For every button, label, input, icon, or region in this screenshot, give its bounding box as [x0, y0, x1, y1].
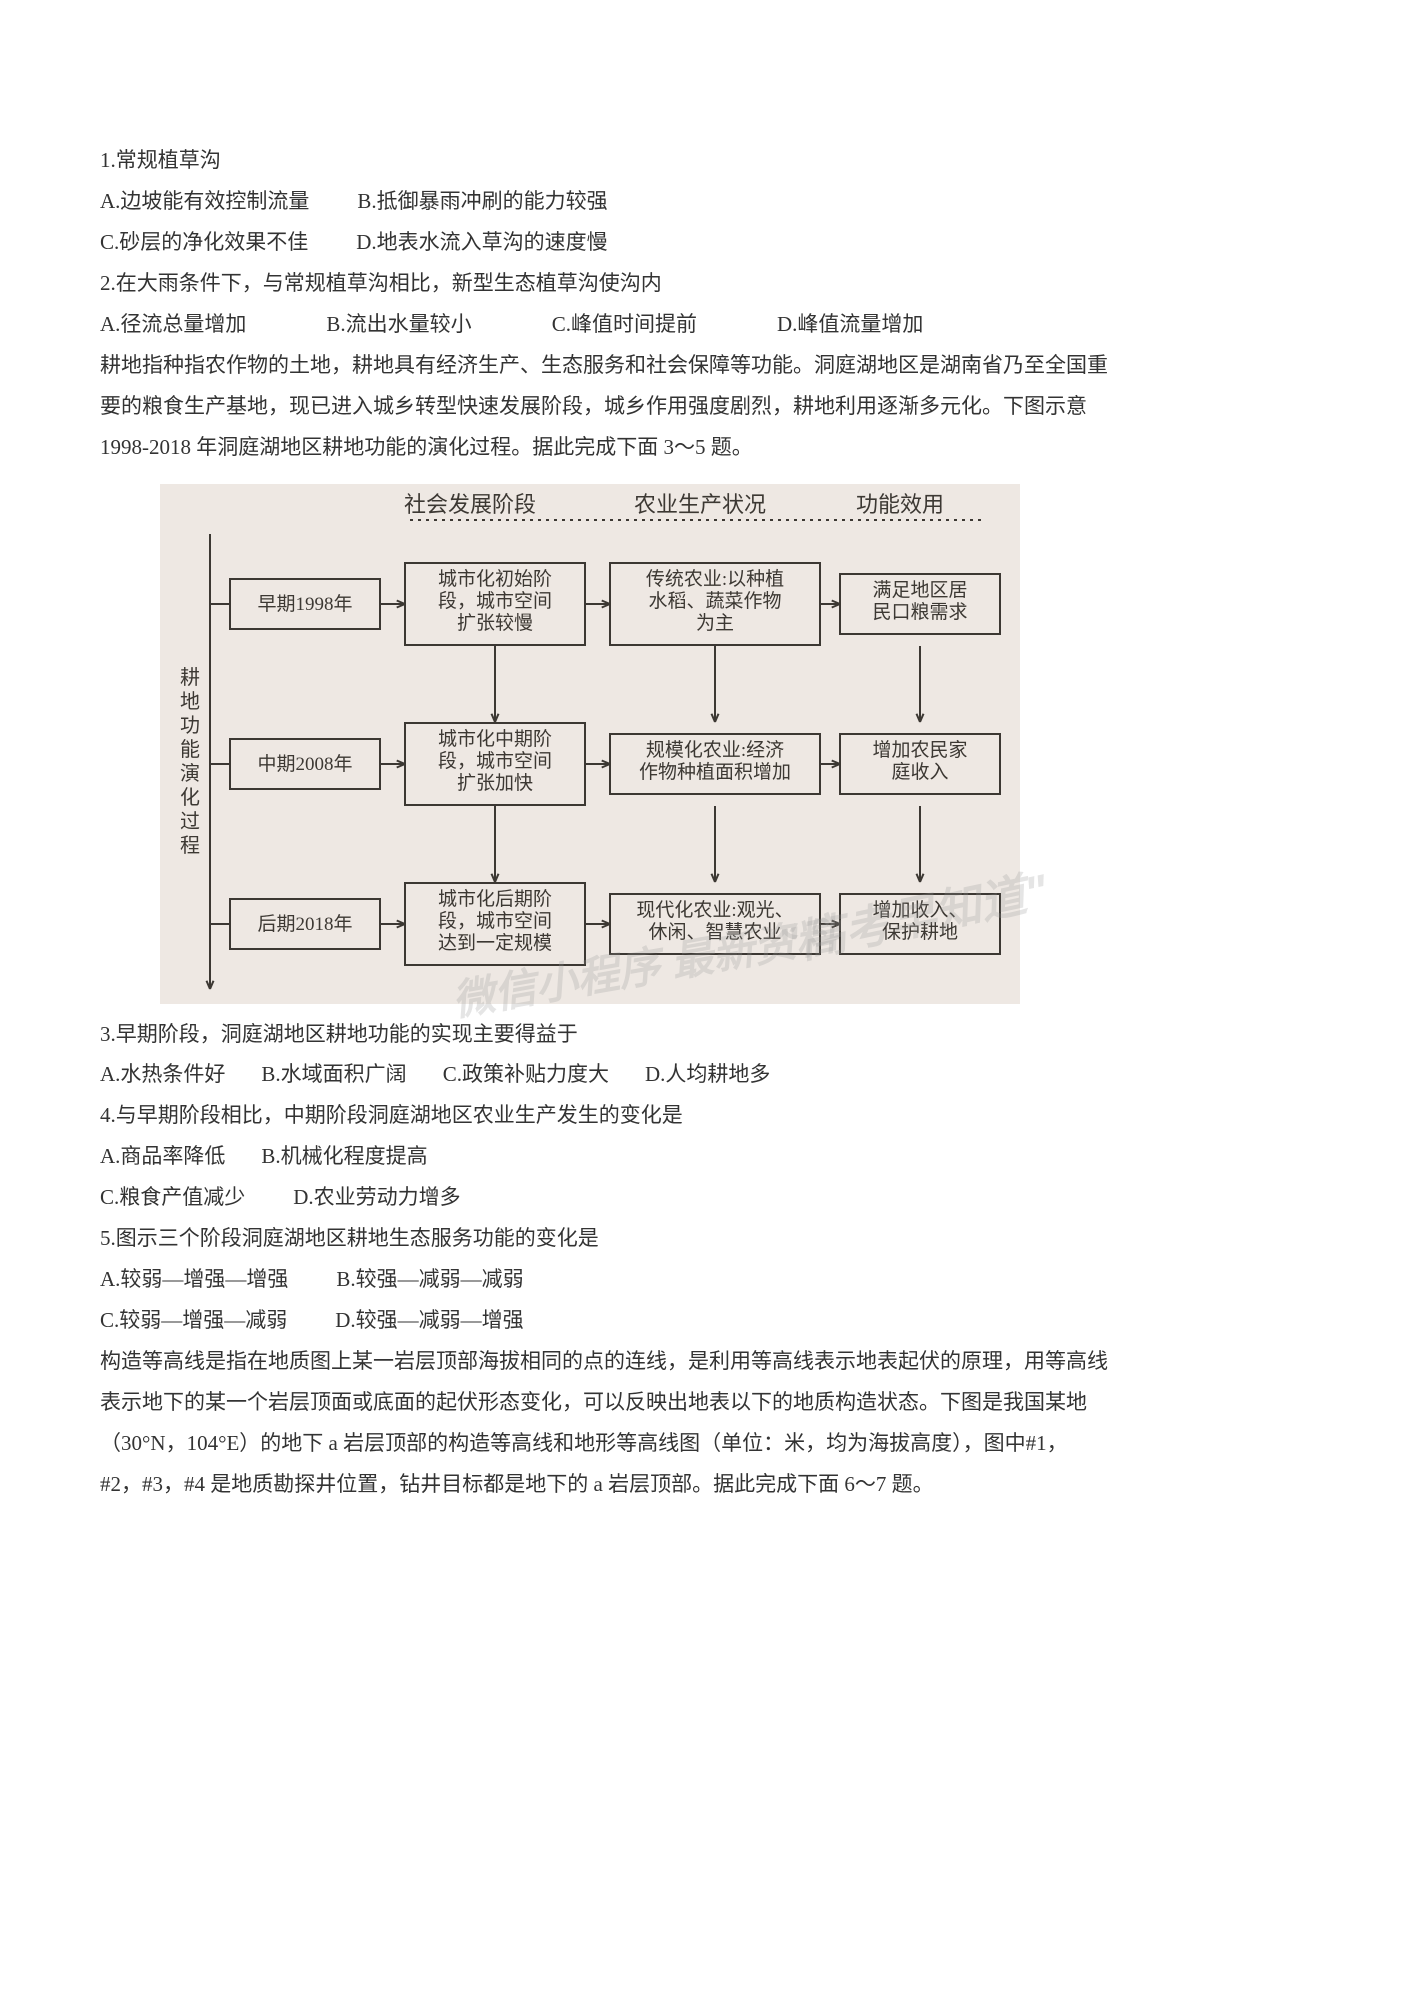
- svg-text:耕: 耕: [180, 666, 200, 689]
- q2-stem: 2.在大雨条件下，与常规植草沟相比，新型生态植草沟使沟内: [100, 263, 1311, 304]
- q3-options: A.水热条件好 B.水域面积广阔 C.政策补贴力度大 D.人均耕地多: [100, 1054, 1311, 1095]
- svg-text:水稻、蔬菜作物: 水稻、蔬菜作物: [648, 590, 781, 612]
- svg-text:化: 化: [180, 786, 200, 809]
- q5-options-row1: A.较弱—增强—增强 B.较强—减弱—减弱: [100, 1259, 1311, 1300]
- q1-stem: 1.常规植草沟: [100, 140, 1311, 181]
- svg-text:保护耕地: 保护耕地: [882, 921, 958, 943]
- svg-text:功: 功: [180, 714, 200, 737]
- svg-text:演: 演: [180, 762, 200, 785]
- q1-option-d: D.地表水流入草沟的速度慢: [356, 222, 607, 263]
- q2-option-a: A.径流总量增加: [100, 304, 246, 345]
- svg-text:能: 能: [180, 738, 200, 761]
- q3-option-d: D.人均耕地多: [645, 1054, 770, 1095]
- svg-text:民口粮需求: 民口粮需求: [872, 601, 967, 623]
- svg-text:满足地区居: 满足地区居: [872, 579, 967, 601]
- svg-text:段，城市空间: 段，城市空间: [438, 910, 552, 932]
- q4-options-row1: A.商品率降低 B.机械化程度提高: [100, 1136, 1311, 1177]
- svg-text:作物种植面积增加: 作物种植面积增加: [639, 761, 791, 783]
- flowchart-svg: 社会发展阶段 农业生产状况 功能效用耕地功能演化过程 早期1998年 城市化初始阶段，城…: [160, 484, 1020, 1004]
- passage2-line3: （30°N，104°E）的地下 a 岩层顶部的构造等高线和地形等高线图（单位：米…: [100, 1423, 1311, 1464]
- passage2-line4: #2，#3，#4 是地质勘探井位置，钻井目标都是地下的 a 岩层顶部。据此完成下…: [100, 1464, 1311, 1505]
- q4-option-a: A.商品率降低: [100, 1136, 225, 1177]
- svg-text:增加农民家: 增加农民家: [872, 739, 967, 761]
- q2-option-c: C.峰值时间提前: [552, 304, 697, 345]
- q2-options: A.径流总量增加 B.流出水量较小 C.峰值时间提前 D.峰值流量增加: [100, 304, 1311, 345]
- q4-option-c: C.粮食产值减少: [100, 1177, 245, 1218]
- passage2-line1: 构造等高线是指在地质图上某一岩层顶部海拔相同的点的连线，是利用等高线表示地表起伏…: [100, 1341, 1311, 1382]
- q4-stem: 4.与早期阶段相比，中期阶段洞庭湖地区农业生产发生的变化是: [100, 1095, 1311, 1136]
- q3-option-b: B.水域面积广阔: [261, 1054, 406, 1095]
- svg-text:早期1998年: 早期1998年: [257, 593, 352, 615]
- passage2-line2: 表示地下的某一个岩层顶面或底面的起伏形态变化，可以反映出地表以下的地质构造状态。…: [100, 1382, 1311, 1423]
- svg-text:城市化后期阶: 城市化后期阶: [438, 888, 552, 910]
- svg-text:段，城市空间: 段，城市空间: [438, 590, 552, 612]
- q5-option-a: A.较弱—增强—增强: [100, 1259, 288, 1300]
- q2-option-d: D.峰值流量增加: [777, 304, 923, 345]
- q3-option-c: C.政策补贴力度大: [443, 1054, 609, 1095]
- q4-options-row2: C.粮食产值减少 D.农业劳动力增多: [100, 1177, 1311, 1218]
- svg-text:为主: 为主: [696, 612, 734, 634]
- q5-stem: 5.图示三个阶段洞庭湖地区耕地生态服务功能的变化是: [100, 1218, 1311, 1259]
- flowchart-diagram: 社会发展阶段 农业生产状况 功能效用耕地功能演化过程 早期1998年 城市化初始阶段，城…: [160, 484, 1020, 1004]
- svg-text:地: 地: [180, 690, 200, 713]
- svg-text:功能效用: 功能效用: [856, 492, 944, 517]
- q5-options-row2: C.较弱—增强—减弱 D.较强—减弱—增强: [100, 1300, 1311, 1341]
- svg-text:达到一定规模: 达到一定规模: [438, 932, 552, 954]
- svg-text:农业生产状况: 农业生产状况: [634, 492, 766, 517]
- svg-text:传统农业:以种植: 传统农业:以种植: [646, 568, 784, 590]
- document-page: 1.常规植草沟 A.边坡能有效控制流量 B.抵御暴雨冲刷的能力较强 C.砂层的净…: [0, 0, 1411, 1605]
- svg-text:现代化农业:观光、: 现代化农业:观光、: [636, 899, 793, 921]
- svg-text:社会发展阶段: 社会发展阶段: [404, 492, 536, 517]
- q1-options-row1: A.边坡能有效控制流量 B.抵御暴雨冲刷的能力较强: [100, 181, 1311, 222]
- q1-option-c: C.砂层的净化效果不佳: [100, 222, 308, 263]
- passage1-line1: 耕地指种指农作物的土地，耕地具有经济生产、生态服务和社会保障等功能。洞庭湖地区是…: [100, 345, 1311, 386]
- svg-text:段，城市空间: 段，城市空间: [438, 750, 552, 772]
- q2-option-b: B.流出水量较小: [326, 304, 471, 345]
- svg-text:后期2018年: 后期2018年: [257, 913, 352, 935]
- svg-text:增加收入、: 增加收入、: [872, 899, 967, 921]
- svg-text:城市化初始阶: 城市化初始阶: [438, 568, 552, 590]
- q5-option-c: C.较弱—增强—减弱: [100, 1300, 287, 1341]
- svg-text:庭收入: 庭收入: [891, 761, 948, 783]
- q3-option-a: A.水热条件好: [100, 1054, 225, 1095]
- svg-text:过: 过: [180, 810, 200, 833]
- svg-text:扩张较慢: 扩张较慢: [457, 612, 533, 634]
- svg-text:休闲、智慧农业: 休闲、智慧农业: [648, 921, 781, 943]
- svg-text:中期2008年: 中期2008年: [257, 753, 352, 775]
- svg-text:程: 程: [180, 834, 200, 857]
- q1-option-a: A.边坡能有效控制流量: [100, 181, 309, 222]
- q3-stem: 3.早期阶段，洞庭湖地区耕地功能的实现主要得益于: [100, 1014, 1311, 1055]
- svg-text:规模化农业:经济: 规模化农业:经济: [646, 739, 784, 761]
- svg-text:扩张加快: 扩张加快: [457, 772, 533, 794]
- q5-option-d: D.较强—减弱—增强: [335, 1300, 523, 1341]
- q4-option-d: D.农业劳动力增多: [293, 1177, 460, 1218]
- passage1-line3: 1998-2018 年洞庭湖地区耕地功能的演化过程。据此完成下面 3～5 题。: [100, 427, 1311, 468]
- passage1-line2: 要的粮食生产基地，现已进入城乡转型快速发展阶段，城乡作用强度剧烈，耕地利用逐渐多…: [100, 386, 1311, 427]
- svg-text:城市化中期阶: 城市化中期阶: [438, 728, 552, 750]
- q4-option-b: B.机械化程度提高: [261, 1136, 427, 1177]
- q1-option-b: B.抵御暴雨冲刷的能力较强: [357, 181, 607, 222]
- q5-option-b: B.较强—减弱—减弱: [336, 1259, 523, 1300]
- q1-options-row2: C.砂层的净化效果不佳 D.地表水流入草沟的速度慢: [100, 222, 1311, 263]
